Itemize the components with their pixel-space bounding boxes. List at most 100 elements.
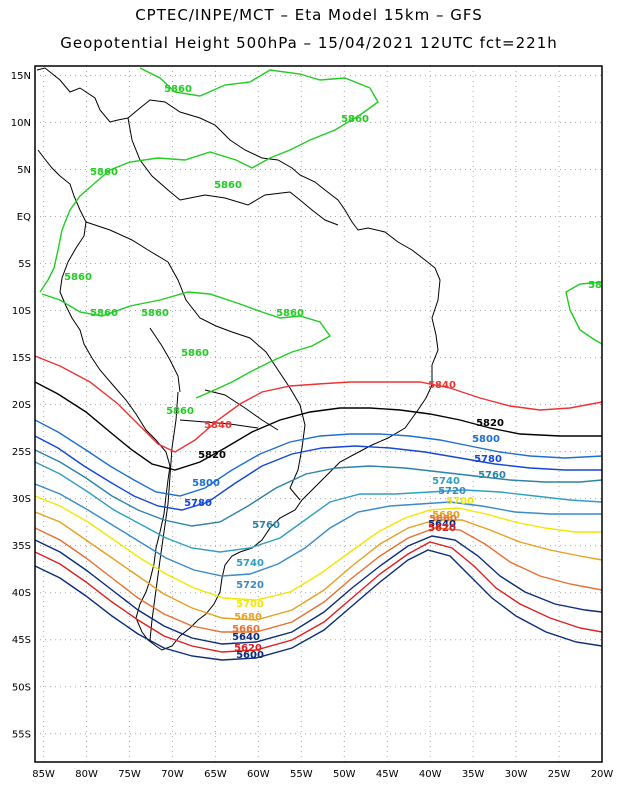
contour-5720 [35,483,602,577]
contour-label-5860: 5860 [166,406,194,417]
border-colombia-venezuela [127,117,181,201]
contour-label-5860: 5860 [276,308,304,319]
contour-5740 [35,461,602,553]
contour-5780 [35,435,602,511]
border-bolivia-peru [149,327,181,393]
contour-label-5780: 5780 [474,454,502,465]
contour-label-5720: 5720 [438,486,466,497]
contour-label-5860: 5860 [141,308,169,319]
border-argentina-chile [149,391,179,641]
contour-label-5860: 5860 [90,167,118,178]
contour-label-5700: 5700 [236,599,264,610]
contour-label-5680: 5680 [234,612,262,623]
contour-5860-east [565,281,602,345]
lat-tick-label: 10N [11,118,31,129]
contour-label-5660: 5660 [429,514,457,525]
lon-tick-label: 20W [591,769,614,780]
border-brazil-peru [167,261,233,333]
contour-label-5620: 5620 [428,523,456,534]
contour-label-5700: 5700 [446,496,474,507]
contour-5680 [35,511,602,621]
contour-label-5740: 5740 [236,558,264,569]
contour-label-5860: 5860 [341,114,369,125]
contour-label-5820: 5820 [198,450,226,461]
contour-5840 [35,355,602,453]
contour-label-5860: 5860 [164,84,192,95]
latitude-axis: 15N 10N 5N EQ 5S 10S 15S 20S 25S 30S 35S 40S 45S 50S 5… [11,71,31,740]
contour-label-5860: 5860 [64,272,92,283]
contour-label-5760: 5760 [478,470,506,481]
contour-label-5640: 5640 [232,632,260,643]
contour-label-5820: 5820 [476,418,504,429]
contour-label-5760: 5760 [252,520,280,531]
graticule [35,66,603,762]
contour-5760 [35,449,602,527]
border-argentina-bolivia [179,419,259,429]
lat-tick-label: 45S [12,635,31,646]
lat-tick-label: 20S [12,400,31,411]
contour-5620 [35,541,602,653]
lat-tick-label: 50S [12,682,31,693]
contour-5600 [35,549,602,661]
lat-tick-label: 5S [18,259,31,270]
lat-tick-label: 35S [12,541,31,552]
contour-label-5780: 5780 [184,498,212,509]
contour-label-5860: 5860 [90,308,118,319]
lon-tick-label: 80W [75,769,98,780]
lon-tick-label: 70W [161,769,184,780]
lat-tick-label: 15N [11,71,31,82]
lon-tick-label: 55W [290,769,313,780]
border-uruguay [289,447,303,501]
longitude-axis: 85W 80W 75W 70W 65W 60W 55W 50W 45W 40W 35W 30W 25W 2… [32,769,613,780]
border-venezuela-brazil [179,191,291,206]
contour-5860-north [39,67,379,293]
contour-5640 [35,535,602,645]
lon-tick-label: 75W [118,769,141,780]
lat-tick-label: 15S [12,353,31,364]
contour-label-5740: 5740 [432,476,460,487]
coastlines [36,67,441,651]
contour-label-5660: 5660 [232,624,260,635]
contour-label-5720: 5720 [236,580,264,591]
border-bolivia-paraguay [204,389,279,431]
map-frame [34,65,603,763]
border-paraguay-brazil [289,387,306,449]
south-america-coast [36,67,441,651]
contour-label-5840: 5840 [204,420,232,431]
lon-tick-label: 45W [376,769,399,780]
contour-5860-interior [41,291,332,399]
contour-5800 [35,419,602,497]
lon-tick-label: 65W [204,769,227,780]
contour-label-5800: 5800 [192,478,220,489]
lat-tick-label: 10S [12,306,31,317]
height-contours [35,67,602,661]
contour-labels: 5860 5860 5860 5860 5860 5860 5860 5860 5860 5860… [64,84,616,661]
contour-label-5840: 5840 [428,380,456,391]
contour-label-5860: 5860 [588,280,616,291]
lon-tick-label: 40W [419,769,442,780]
lat-tick-label: 55S [12,729,31,740]
contour-label-5640: 5640 [428,519,456,530]
contour-label-5620: 5620 [234,643,262,654]
contour-5700 [35,495,602,601]
contour-label-5860: 5860 [214,180,242,191]
border-guianas [289,191,339,226]
contour-5660 [35,527,602,633]
contour-5820 [35,381,602,471]
contour-label-5860: 5860 [181,348,209,359]
contour-label-5800: 5800 [472,434,500,445]
lon-tick-label: 35W [462,769,485,780]
contour-label-5600: 5600 [236,650,264,661]
lon-tick-label: 85W [32,769,55,780]
border-brazil-bolivia [231,331,291,389]
lat-tick-label: 25S [12,447,31,458]
map-title-field: Geopotential Height 500hPa – 15/04/2021 … [60,34,558,52]
border-colombia-peru [85,221,169,263]
map-title-model: CPTEC/INPE/MCT – Eta Model 15km – GFS [135,6,483,24]
lon-tick-label: 60W [247,769,270,780]
lon-tick-label: 50W [333,769,356,780]
lon-tick-label: 25W [548,769,571,780]
lon-tick-label: 30W [505,769,528,780]
lat-tick-label: 30S [12,494,31,505]
